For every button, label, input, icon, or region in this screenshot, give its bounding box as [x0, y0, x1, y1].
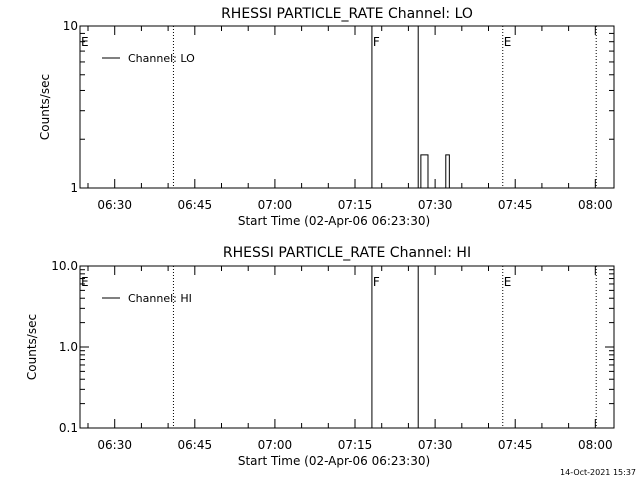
x-tick-label: 08:00 — [578, 198, 613, 212]
x-tick-label: 07:00 — [258, 438, 293, 452]
x-tick-label: 06:45 — [178, 438, 213, 452]
x-tick-label: 07:30 — [418, 438, 453, 452]
y-tick-label: 10.0 — [51, 259, 78, 273]
x-tick-label: 08:00 — [578, 438, 613, 452]
plot-frame — [79, 265, 615, 429]
x-tick-label: 07:30 — [418, 198, 453, 212]
event-marker-label: F — [373, 35, 380, 49]
x-tick-label: 06:45 — [178, 198, 213, 212]
event-marker-label: F — [373, 275, 380, 289]
y-tick-label: 0.1 — [59, 421, 78, 435]
event-marker-label: E — [81, 35, 89, 49]
y-tick-label: 1.0 — [59, 340, 78, 354]
series-line — [419, 154, 450, 189]
y-axis-label: Counts/sec — [25, 314, 39, 380]
x-tick-label: 06:30 — [97, 438, 132, 452]
x-tick-label: 07:45 — [498, 198, 533, 212]
event-marker-label: E — [504, 275, 512, 289]
event-marker-label: E — [504, 35, 512, 49]
legend-label: Channel: HI — [128, 292, 192, 305]
event-marker-label: E — [81, 275, 89, 289]
footer-timestamp: 14-Oct-2021 15:37 — [560, 468, 636, 477]
x-tick-label: 07:15 — [338, 438, 373, 452]
legend-label: Channel: LO — [128, 52, 195, 65]
x-axis-label: Start Time (02-Apr-06 06:23:30) — [238, 214, 430, 228]
y-tick-label: 10 — [63, 19, 78, 33]
x-tick-label: 07:45 — [498, 438, 533, 452]
chart-title: RHESSI PARTICLE_RATE Channel: LO — [221, 6, 473, 22]
y-tick-label: 1 — [70, 181, 78, 195]
plot-frame — [79, 25, 615, 189]
y-axis-label: Counts/sec — [38, 74, 52, 140]
x-tick-label: 07:15 — [338, 198, 373, 212]
x-tick-label: 07:00 — [258, 198, 293, 212]
x-tick-label: 06:30 — [97, 198, 132, 212]
x-axis-label: Start Time (02-Apr-06 06:23:30) — [238, 454, 430, 468]
chart-title: RHESSI PARTICLE_RATE Channel: HI — [223, 245, 471, 261]
